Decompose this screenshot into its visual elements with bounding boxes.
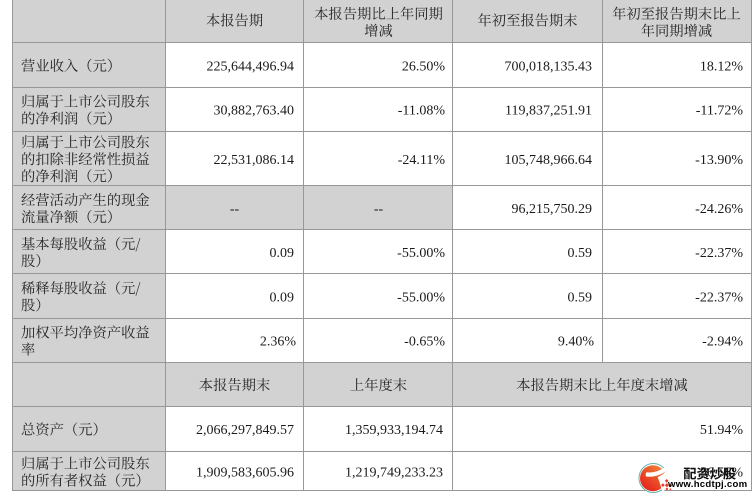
svg-text:18.12%: 18.12% (700, 59, 744, 74)
svg-text:-24.11%: -24.11% (398, 153, 446, 168)
svg-text:26.50%: 26.50% (402, 59, 446, 74)
svg-text:www.hcdtpj.com: www.hcdtpj.com (667, 479, 747, 490)
svg-text:2,066,297,849.57: 2,066,297,849.57 (196, 423, 294, 438)
svg-text:105,748,966.64: 105,748,966.64 (505, 153, 593, 168)
svg-text:2.36%: 2.36% (260, 335, 297, 350)
svg-text:-0.65%: -0.65% (404, 335, 445, 350)
svg-text:700,018,135.43: 700,018,135.43 (505, 59, 593, 74)
svg-text:119,837,251.91: 119,837,251.91 (505, 104, 592, 119)
svg-text:51.94%: 51.94% (700, 423, 744, 438)
svg-text:1,359,933,194.74: 1,359,933,194.74 (345, 423, 443, 438)
svg-text:-55.00%: -55.00% (397, 246, 445, 261)
svg-text:96,215,750.29: 96,215,750.29 (512, 202, 593, 217)
svg-text:30,882,763.40: 30,882,763.40 (214, 104, 295, 119)
svg-text:1,219,749,233.23: 1,219,749,233.23 (345, 466, 443, 481)
svg-text:-24.26%: -24.26% (695, 202, 743, 217)
svg-text:0.59: 0.59 (568, 290, 593, 305)
svg-text:0.59: 0.59 (568, 246, 593, 261)
svg-text:0.09: 0.09 (270, 246, 295, 261)
svg-text:-55.00%: -55.00% (397, 290, 445, 305)
svg-text:22,531,086.14: 22,531,086.14 (214, 153, 295, 168)
svg-text:1,909,583,605.96: 1,909,583,605.96 (196, 466, 294, 481)
svg-text:-22.37%: -22.37% (695, 290, 743, 305)
svg-text:0.09: 0.09 (270, 290, 295, 305)
svg-text:--: -- (230, 202, 240, 217)
svg-text:-13.90%: -13.90% (695, 153, 743, 168)
svg-text:-11.72%: -11.72% (696, 104, 744, 119)
svg-text:--: -- (374, 202, 384, 217)
svg-text:-11.08%: -11.08% (398, 104, 446, 119)
svg-text:-22.37%: -22.37% (695, 246, 743, 261)
svg-text:9.40%: 9.40% (558, 335, 595, 350)
svg-text:-2.94%: -2.94% (702, 335, 743, 350)
svg-text:225,644,496.94: 225,644,496.94 (207, 59, 295, 74)
